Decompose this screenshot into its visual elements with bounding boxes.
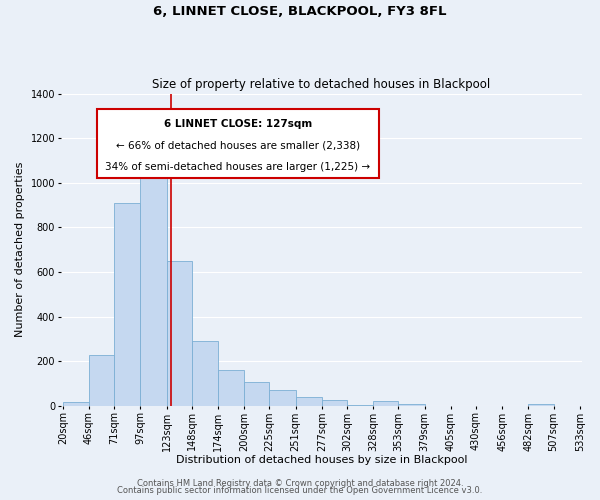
- Text: Contains HM Land Registry data © Crown copyright and database right 2024.: Contains HM Land Registry data © Crown c…: [137, 478, 463, 488]
- Bar: [347, 404, 373, 406]
- Text: 6 LINNET CLOSE: 127sqm: 6 LINNET CLOSE: 127sqm: [164, 120, 312, 130]
- Bar: [296, 397, 322, 406]
- Bar: [398, 404, 425, 406]
- Title: Size of property relative to detached houses in Blackpool: Size of property relative to detached ho…: [152, 78, 490, 91]
- Bar: [529, 404, 554, 406]
- Bar: [269, 390, 296, 406]
- Bar: [89, 355, 114, 406]
- X-axis label: Distribution of detached houses by size in Blackpool: Distribution of detached houses by size …: [176, 455, 467, 465]
- Bar: [218, 370, 244, 406]
- Bar: [63, 402, 89, 406]
- Bar: [192, 341, 218, 406]
- Text: Contains public sector information licensed under the Open Government Licence v3: Contains public sector information licen…: [118, 486, 482, 495]
- Text: 6, LINNET CLOSE, BLACKPOOL, FY3 8FL: 6, LINNET CLOSE, BLACKPOOL, FY3 8FL: [153, 5, 447, 18]
- Bar: [244, 382, 269, 406]
- Bar: [322, 400, 347, 406]
- Bar: [167, 261, 192, 406]
- Text: ← 66% of detached houses are smaller (2,338): ← 66% of detached houses are smaller (2,…: [116, 140, 360, 150]
- FancyBboxPatch shape: [97, 109, 379, 178]
- Y-axis label: Number of detached properties: Number of detached properties: [15, 162, 25, 338]
- Bar: [140, 167, 167, 406]
- Bar: [114, 203, 140, 406]
- Text: 34% of semi-detached houses are larger (1,225) →: 34% of semi-detached houses are larger (…: [106, 162, 370, 172]
- Bar: [373, 402, 398, 406]
